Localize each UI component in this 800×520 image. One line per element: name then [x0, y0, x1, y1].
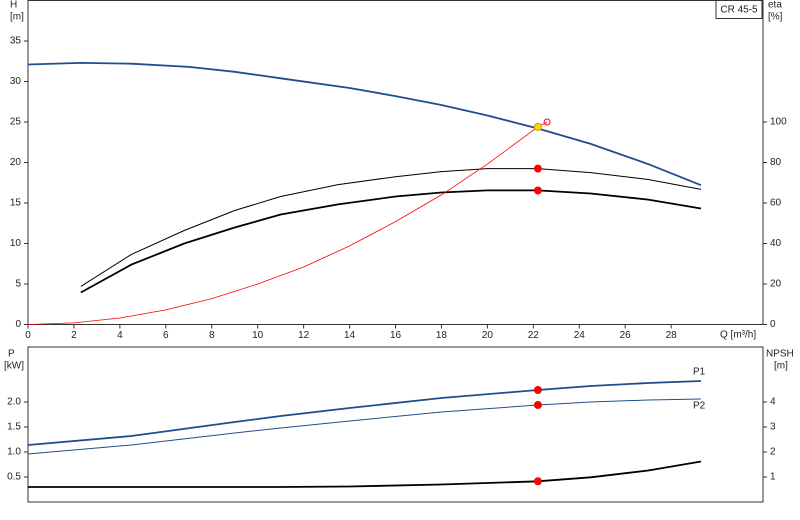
y-tick-label: 0.5 [7, 472, 21, 483]
y-tick-label: 2.0 [7, 397, 21, 408]
y-tick-label: 15 [10, 198, 22, 209]
y2-tick-label: 20 [770, 279, 782, 290]
x-tick-label: 18 [436, 330, 448, 341]
operating-point [533, 164, 542, 173]
y2-label: eta [768, 0, 782, 11]
operating-point [533, 477, 542, 486]
chart-title: CR 45-5 [720, 5, 758, 16]
y-tick-label: 5 [15, 279, 21, 290]
y-tick-label: 35 [10, 36, 22, 47]
y2-tick-label: 40 [770, 238, 782, 249]
y2-tick-label: 4 [770, 397, 776, 408]
curve [28, 460, 702, 488]
curve [27, 121, 548, 325]
x-tick-label: 24 [574, 330, 586, 341]
y-tick-label: 1.0 [7, 447, 21, 458]
operating-point [533, 386, 542, 394]
y-tick-label: 1.5 [7, 422, 21, 433]
x-tick-label: 8 [209, 330, 215, 341]
y2-tick-label: 3 [770, 422, 776, 433]
y2-tick-label: 1 [770, 472, 776, 483]
operating-point [533, 122, 542, 131]
x-label: Q [m³/h] [720, 330, 756, 341]
x-tick-label: 20 [482, 330, 494, 341]
plot-frame [27, 346, 764, 503]
y2-label: NPSH [766, 349, 794, 360]
x-tick-label: 14 [344, 330, 356, 341]
curve [27, 61, 702, 187]
x-tick-label: 26 [620, 330, 632, 341]
plot-frame [27, 0, 764, 325]
operating-point [533, 401, 542, 409]
y2-tick-label: 2 [770, 447, 776, 458]
curve [80, 168, 702, 287]
x-tick-label: 2 [71, 330, 77, 341]
y-tick-label: 10 [10, 238, 22, 249]
x-tick-label: 22 [528, 330, 540, 341]
y2-tick-label: 80 [770, 157, 782, 168]
y-tick-label: 20 [10, 157, 22, 168]
series-label: P1 [693, 367, 706, 378]
y-unit: [kW] [4, 361, 24, 372]
x-tick-label: 12 [298, 330, 310, 341]
series-label: P2 [693, 401, 706, 412]
x-tick-label: 28 [666, 330, 678, 341]
title-box [715, 0, 763, 19]
y-tick-label: 30 [10, 76, 22, 87]
operating-point [533, 186, 542, 195]
y2-unit: [m] [774, 361, 788, 372]
y2-tick-label: 0 [770, 319, 776, 330]
y-tick-label: 0 [15, 319, 21, 330]
curve [27, 380, 702, 446]
x-tick-label: 10 [252, 330, 264, 341]
y2-tick-label: 100 [770, 117, 787, 128]
y-unit: [m] [10, 12, 24, 23]
y2-unit: [%] [768, 12, 783, 23]
x-tick-label: 16 [390, 330, 402, 341]
y-tick-label: 25 [10, 117, 22, 128]
x-tick-label: 6 [163, 330, 169, 341]
y2-tick-label: 60 [770, 198, 782, 209]
x-tick-label: 4 [117, 330, 123, 341]
curve [27, 398, 702, 455]
y-label: P [8, 349, 15, 360]
y-label: H [10, 0, 17, 11]
operating-point [543, 118, 551, 126]
curve [80, 189, 702, 294]
x-tick-label: 0 [25, 330, 31, 341]
